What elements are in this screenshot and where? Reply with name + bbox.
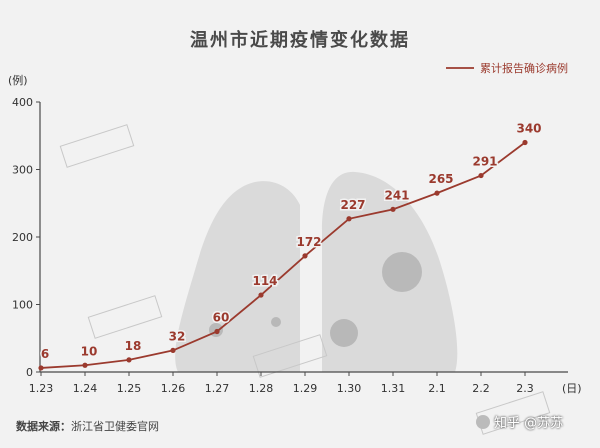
x-tick-label: 2.1: [428, 382, 446, 395]
chart-title: 温州市近期疫情变化数据: [190, 30, 410, 51]
data-point: [170, 347, 176, 353]
data-point: [38, 365, 44, 371]
data-label: 10: [81, 344, 98, 358]
data-point: [522, 139, 528, 146]
data-label: 340: [516, 122, 541, 136]
data-label: 241: [384, 188, 409, 202]
data-label: 227: [340, 198, 365, 212]
y-tick-label: 300: [12, 164, 33, 177]
x-tick-label: 1.25: [117, 382, 142, 395]
data-point: [434, 190, 440, 196]
x-tick-label: 1.29: [293, 382, 318, 395]
virus-icon: [209, 252, 422, 347]
x-tick-label: 1.23: [29, 382, 54, 395]
y-tick-label: 0: [26, 366, 33, 379]
data-point: [346, 216, 352, 222]
y-tick-label: 400: [12, 96, 33, 109]
x-tick-label: 1.24: [73, 382, 98, 395]
data-point: [390, 206, 396, 212]
data-point: [258, 292, 264, 298]
data-point: [214, 328, 220, 335]
source-text: 浙江省卫健委官网: [71, 420, 159, 433]
x-tick-label: 1.30: [337, 382, 362, 395]
legend-label: 累计报告确诊病例: [480, 61, 568, 75]
data-label: 6: [41, 347, 49, 361]
x-tick-label: 1.28: [249, 382, 274, 395]
x-tick-label: 1.26: [161, 382, 186, 395]
x-tick-label: 2.2: [472, 382, 490, 395]
zhihu-logo-icon: [476, 415, 490, 429]
y-tick-label: 200: [12, 231, 33, 244]
x-tick-label: 2.3: [516, 382, 534, 395]
y-tick-label: 100: [12, 299, 33, 312]
source-label: 数据来源：: [16, 420, 71, 433]
data-label: 32: [169, 329, 186, 343]
watermark: [59, 124, 551, 435]
x-tick-label: 1.27: [205, 382, 230, 395]
credit-watermark: 知乎 @苏苏: [476, 412, 563, 431]
y-axis-label: (例): [8, 73, 28, 87]
data-label: 114: [252, 274, 277, 288]
data-point: [126, 357, 132, 363]
data-point: [82, 362, 88, 368]
series-line: [40, 141, 526, 369]
data-label: 291: [472, 155, 497, 169]
credit-text: 知乎 @苏苏: [494, 416, 564, 431]
x-axis-label: (日): [562, 382, 582, 395]
x-tick-label: 1.31: [381, 382, 406, 395]
data-label: 60: [213, 311, 230, 325]
data-point: [302, 253, 308, 259]
source-note: 数据来源：浙江省卫健委官网: [16, 418, 159, 434]
data-label: 18: [125, 339, 142, 353]
data-label: 172: [296, 235, 321, 249]
data-label: 265: [428, 172, 453, 186]
data-point: [478, 172, 484, 179]
